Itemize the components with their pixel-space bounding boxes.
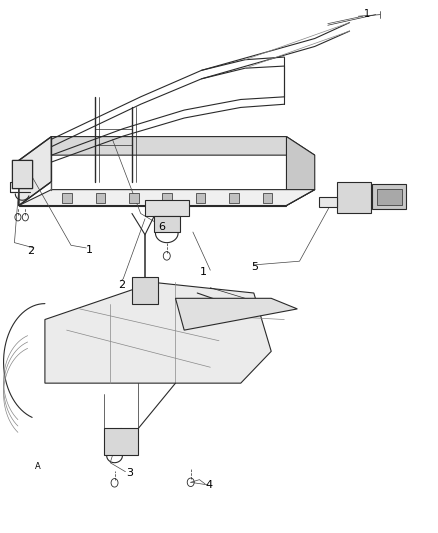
- Polygon shape: [229, 193, 239, 203]
- Polygon shape: [129, 193, 139, 203]
- Text: A: A: [35, 462, 40, 471]
- Polygon shape: [372, 184, 406, 209]
- Polygon shape: [132, 277, 158, 304]
- Text: 5: 5: [251, 262, 258, 272]
- Polygon shape: [377, 189, 402, 205]
- Polygon shape: [262, 193, 272, 203]
- Polygon shape: [104, 428, 138, 455]
- Polygon shape: [196, 193, 205, 203]
- Polygon shape: [19, 190, 315, 206]
- Text: 1: 1: [364, 9, 371, 19]
- Polygon shape: [286, 136, 315, 206]
- Polygon shape: [12, 160, 32, 188]
- Text: 2: 2: [28, 246, 35, 256]
- Polygon shape: [51, 136, 315, 155]
- Polygon shape: [154, 216, 180, 232]
- Text: 1: 1: [199, 267, 206, 277]
- Polygon shape: [45, 282, 271, 383]
- Polygon shape: [319, 197, 336, 207]
- Polygon shape: [176, 298, 297, 330]
- Text: 3: 3: [126, 469, 133, 478]
- Polygon shape: [19, 136, 51, 206]
- Polygon shape: [95, 193, 105, 203]
- Text: 4: 4: [205, 480, 212, 490]
- Text: 2: 2: [118, 279, 125, 289]
- Text: 1: 1: [86, 245, 93, 255]
- Polygon shape: [62, 193, 72, 203]
- Text: 6: 6: [158, 222, 165, 232]
- Polygon shape: [145, 200, 188, 216]
- Polygon shape: [336, 182, 371, 214]
- Polygon shape: [162, 193, 172, 203]
